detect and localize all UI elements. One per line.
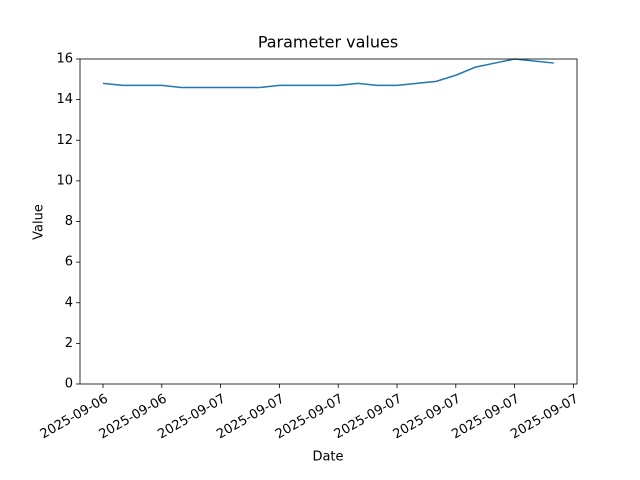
chart-title: Parameter values: [258, 33, 398, 52]
y-tick-label: 10: [56, 173, 73, 188]
plot-frame: [79, 58, 578, 385]
x-axis-label: Date: [312, 450, 343, 465]
y-tick-label: 16: [56, 52, 73, 67]
data-line: [102, 58, 554, 89]
y-axis-label: Value: [32, 204, 47, 240]
y-tick-label: 4: [65, 295, 73, 310]
y-tick-label: 6: [65, 255, 73, 270]
y-tick-label: 12: [56, 133, 73, 148]
y-tick-label: 0: [65, 377, 73, 392]
y-tick-label: 8: [65, 214, 73, 229]
y-tick-label: 2: [65, 336, 73, 351]
y-tick-label: 14: [56, 92, 73, 107]
